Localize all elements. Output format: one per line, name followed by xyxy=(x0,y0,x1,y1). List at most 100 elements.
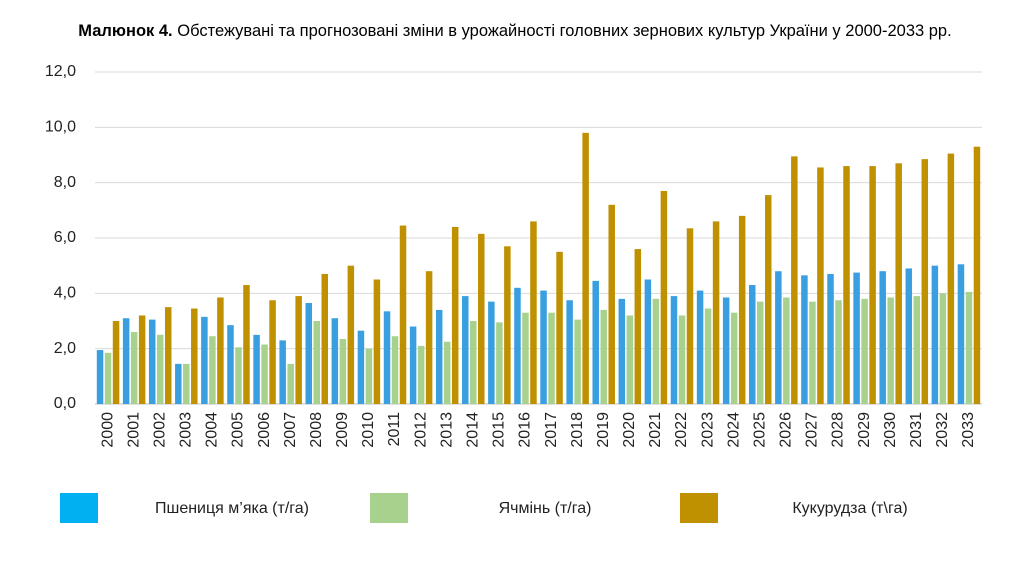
bar xyxy=(122,318,130,404)
y-tick-label: 6,0 xyxy=(54,229,76,246)
x-tick-label: 2026 xyxy=(778,412,795,448)
bar xyxy=(879,271,886,404)
title-text: Обстежувані та прогнозовані зміни в урож… xyxy=(177,22,952,40)
bar xyxy=(678,315,686,404)
bar xyxy=(391,336,399,404)
bar xyxy=(957,264,965,404)
bar xyxy=(817,167,824,404)
bar xyxy=(548,312,555,404)
x-tick-label: 2024 xyxy=(725,412,742,448)
x-tick-label: 2003 xyxy=(178,412,195,448)
chart-title: Малюнок 4. Обстежувані та прогнозовані з… xyxy=(70,20,960,42)
bar xyxy=(183,363,190,404)
x-tick-label: 2006 xyxy=(256,412,273,448)
title-label: Малюнок 4. xyxy=(78,22,173,40)
y-tick-label: 4,0 xyxy=(54,285,76,302)
bar xyxy=(556,251,563,404)
x-tick-label: 2028 xyxy=(830,412,847,448)
bar xyxy=(730,312,738,404)
x-tick-label: 2031 xyxy=(908,412,925,448)
bar xyxy=(835,300,842,404)
bar xyxy=(130,332,138,404)
bar xyxy=(921,159,929,404)
bar xyxy=(757,301,764,404)
bar xyxy=(843,166,850,404)
bar xyxy=(973,146,981,404)
bar xyxy=(652,298,660,404)
bar xyxy=(435,309,443,404)
x-tick-label: 2033 xyxy=(960,412,977,448)
bar xyxy=(504,246,511,404)
bar xyxy=(965,291,973,404)
bar xyxy=(530,221,537,404)
bar xyxy=(827,273,834,404)
legend-swatch xyxy=(370,493,408,523)
bar xyxy=(592,280,599,404)
bar xyxy=(931,265,939,404)
bar xyxy=(514,287,521,404)
bar xyxy=(686,228,694,404)
bar xyxy=(895,163,902,404)
bar xyxy=(443,341,451,404)
bar xyxy=(600,309,607,404)
x-tick-label: 2032 xyxy=(934,412,951,448)
bar xyxy=(618,298,626,404)
legend-label: Пшениця м’яка (т/га) xyxy=(155,500,309,517)
bar xyxy=(566,300,573,404)
bar xyxy=(582,132,589,404)
x-tick-label: 2030 xyxy=(882,412,899,448)
x-tick-label: 2013 xyxy=(438,412,455,448)
bar xyxy=(765,195,772,404)
x-tick-label: 2010 xyxy=(360,412,377,448)
bar xyxy=(738,215,746,404)
legend-swatch xyxy=(680,493,718,523)
x-tick-label: 2007 xyxy=(282,412,299,448)
bar xyxy=(913,296,921,404)
legend-label: Кукурудза (т\га) xyxy=(792,500,907,517)
legend-swatch xyxy=(60,493,98,523)
x-tick-label: 2008 xyxy=(308,412,325,448)
x-tick-label: 2004 xyxy=(204,412,221,448)
y-tick-label: 0,0 xyxy=(54,395,76,412)
bar xyxy=(269,300,276,404)
bar xyxy=(138,315,146,404)
bar xyxy=(279,340,286,404)
bar xyxy=(749,285,756,404)
bar xyxy=(104,352,112,404)
bar xyxy=(470,321,477,404)
bar xyxy=(295,296,302,404)
bar xyxy=(373,279,381,404)
bar xyxy=(462,296,469,404)
y-tick-label: 12,0 xyxy=(45,63,76,80)
bar xyxy=(947,153,955,404)
bar xyxy=(809,301,816,404)
bar xyxy=(209,336,216,404)
x-tick-label: 2017 xyxy=(543,412,560,448)
x-tick-label: 2009 xyxy=(334,412,351,448)
bar xyxy=(540,290,547,404)
bar xyxy=(261,344,268,404)
x-tick-label: 2027 xyxy=(804,412,821,448)
x-tick-label: 2025 xyxy=(751,412,768,448)
bar xyxy=(791,156,798,404)
bar xyxy=(722,297,730,404)
x-tick-label: 2020 xyxy=(621,412,638,448)
bar xyxy=(712,221,720,404)
bar xyxy=(253,334,260,404)
bar xyxy=(112,321,120,404)
bar xyxy=(164,307,172,404)
bar xyxy=(235,347,242,404)
x-tick-label: 2022 xyxy=(673,412,690,448)
x-tick-label: 2001 xyxy=(125,412,142,448)
bar xyxy=(574,319,581,404)
bar xyxy=(801,275,808,404)
bar xyxy=(488,301,495,404)
bar xyxy=(496,322,503,404)
bar xyxy=(409,326,417,404)
bar xyxy=(201,316,208,404)
x-tick-label: 2018 xyxy=(569,412,586,448)
bar xyxy=(478,233,485,404)
bar xyxy=(417,345,425,404)
bar xyxy=(313,321,320,404)
